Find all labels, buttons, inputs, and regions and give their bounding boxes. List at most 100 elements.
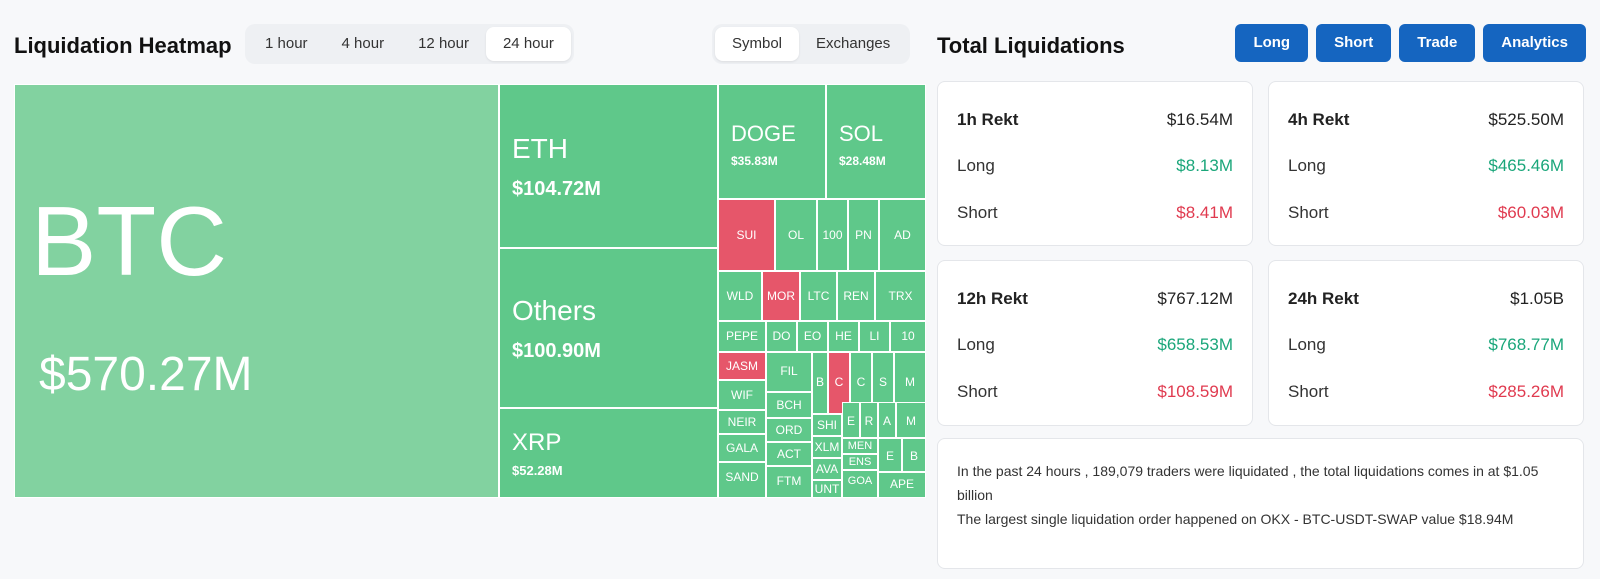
heatmap-title: Liquidation Heatmap bbox=[14, 33, 232, 58]
tile-symbol: ACT bbox=[777, 447, 801, 461]
card-header-row: 24h Rekt $1.05B bbox=[1288, 289, 1564, 309]
tab-symbol[interactable]: Symbol bbox=[715, 27, 800, 61]
tile-ltc[interactable]: LTC bbox=[800, 271, 837, 321]
tile-symbol: BTC bbox=[31, 186, 227, 296]
tile-10[interactable]: 10 bbox=[890, 321, 926, 352]
short-label: Short bbox=[957, 203, 998, 222]
tile-wld[interactable]: WLD bbox=[718, 271, 762, 321]
tile-goa[interactable]: GOA bbox=[842, 470, 878, 498]
card-short-row: Short $285.26M bbox=[1288, 382, 1564, 402]
tile-xlm[interactable]: XLM bbox=[812, 436, 842, 458]
long-label: Long bbox=[957, 335, 995, 354]
tile-sand[interactable]: SAND bbox=[718, 462, 766, 498]
trade-button[interactable]: Trade bbox=[1399, 24, 1476, 62]
analytics-button[interactable]: Analytics bbox=[1483, 24, 1586, 62]
tile-e[interactable]: E bbox=[842, 402, 860, 438]
short-button[interactable]: Short bbox=[1316, 24, 1392, 62]
tile-b[interactable]: B bbox=[812, 352, 828, 414]
tile-symbol: MOR bbox=[767, 289, 795, 303]
tile-a[interactable]: A bbox=[878, 402, 896, 438]
tile-value: $100.90M bbox=[512, 340, 601, 362]
tile-symbol: 10 bbox=[901, 329, 915, 343]
summary-line-2: The largest single liquidation order hap… bbox=[957, 511, 1514, 527]
tile-pn[interactable]: PN bbox=[848, 199, 879, 271]
tile-ord[interactable]: ORD bbox=[766, 418, 812, 442]
tile-act[interactable]: ACT bbox=[766, 442, 812, 466]
tile-he[interactable]: HE bbox=[828, 321, 859, 352]
tab-24-hour[interactable]: 24 hour bbox=[485, 27, 571, 61]
card-short-row: Short $60.03M bbox=[1288, 203, 1564, 223]
tile-eo[interactable]: EO bbox=[797, 321, 828, 352]
tile-symbol: TRX bbox=[888, 289, 913, 303]
long-label: Long bbox=[1288, 156, 1326, 175]
tile-symbol: SUI bbox=[736, 228, 757, 242]
tab-1-hour[interactable]: 1 hour bbox=[265, 35, 308, 52]
tile-ad[interactable]: AD bbox=[879, 199, 926, 271]
tile-neir[interactable]: NEIR bbox=[718, 410, 766, 434]
tab-4-hour[interactable]: 4 hour bbox=[341, 35, 385, 52]
tile-value: $104.72M bbox=[512, 178, 601, 200]
tile-jasm[interactable]: JASM bbox=[718, 352, 766, 380]
tile-symbol: XLM bbox=[814, 440, 840, 454]
total-liquidations-title: Total Liquidations bbox=[937, 33, 1125, 58]
tile-symbol: XRP bbox=[512, 429, 562, 456]
long-label: Long bbox=[1288, 335, 1326, 354]
tile-symbol: E bbox=[846, 414, 855, 428]
tile-ape[interactable]: APE bbox=[878, 472, 926, 498]
tile-ava[interactable]: AVA bbox=[812, 458, 842, 480]
short-label: Short bbox=[957, 382, 998, 401]
tile-c[interactable]: C bbox=[850, 352, 872, 414]
tile-ftm[interactable]: FTM bbox=[766, 466, 812, 498]
tile-btc[interactable]: BTC $570.27M bbox=[14, 84, 499, 498]
tile-li[interactable]: LI bbox=[859, 321, 890, 352]
card-header-row: 1h Rekt $16.54M bbox=[957, 110, 1233, 130]
short-value: $8.41M bbox=[1176, 203, 1233, 222]
long-value: $658.53M bbox=[1157, 335, 1233, 354]
card-1h-rekt: 1h Rekt $16.54M Long $8.13M Short $8.41M bbox=[937, 81, 1253, 246]
tile-r[interactable]: R bbox=[860, 402, 878, 438]
tile-unt[interactable]: UNT bbox=[812, 480, 842, 498]
tile-doge[interactable]: DOGE $35.83M bbox=[718, 84, 826, 199]
tile-men[interactable]: MEN bbox=[842, 438, 878, 454]
tile-trx[interactable]: TRX bbox=[875, 271, 926, 321]
tile-value: $28.48M bbox=[839, 154, 886, 168]
tile-symbol: NEIR bbox=[727, 415, 757, 429]
tile-fil[interactable]: FIL bbox=[766, 352, 812, 392]
tile-sui[interactable]: SUI bbox=[718, 199, 775, 271]
tile-others[interactable]: Others $100.90M bbox=[499, 248, 718, 408]
tile-symbol: AVA bbox=[815, 462, 839, 476]
tile-symbol: DOGE bbox=[731, 121, 796, 146]
tile-bch[interactable]: BCH bbox=[766, 392, 812, 418]
tab-exchanges[interactable]: Exchanges bbox=[816, 35, 891, 52]
tile-100[interactable]: 100 bbox=[817, 199, 848, 271]
tile-sol[interactable]: SOL $28.48M bbox=[826, 84, 926, 199]
tile-b2[interactable]: B bbox=[902, 438, 926, 472]
liquidation-summary: In the past 24 hours , 189,079 traders w… bbox=[937, 438, 1584, 569]
tile-eth[interactable]: ETH $104.72M bbox=[499, 84, 718, 248]
tile-xrp[interactable]: XRP $52.28M bbox=[499, 408, 718, 498]
tile-e2[interactable]: E bbox=[878, 438, 902, 472]
tile-mor[interactable]: MOR bbox=[762, 271, 800, 321]
time-range-selector: 1 hour 4 hour 12 hour 24 hour bbox=[245, 24, 574, 64]
card-total: $16.54M bbox=[1166, 110, 1233, 129]
tile-symbol: DO bbox=[772, 329, 791, 343]
short-label: Short bbox=[1288, 203, 1329, 222]
tile-wif[interactable]: WIF bbox=[718, 380, 766, 410]
tile-c-red[interactable]: C bbox=[828, 352, 850, 414]
tile-gala[interactable]: GALA bbox=[718, 434, 766, 462]
tile-s[interactable]: S bbox=[872, 352, 894, 414]
tile-symbol: ENS bbox=[848, 456, 872, 468]
tile-m2[interactable]: M bbox=[896, 402, 926, 438]
short-label: Short bbox=[1288, 382, 1329, 401]
card-total: $1.05B bbox=[1510, 289, 1564, 308]
long-button[interactable]: Long bbox=[1235, 24, 1309, 62]
tile-ens[interactable]: ENS bbox=[842, 454, 878, 470]
tile-do[interactable]: DO bbox=[766, 321, 797, 352]
tile-pepe[interactable]: PEPE bbox=[718, 321, 766, 352]
tile-symbol: LI bbox=[869, 329, 880, 343]
long-value: $768.77M bbox=[1488, 335, 1564, 354]
tile-shi[interactable]: SHI bbox=[812, 414, 842, 436]
tab-12-hour[interactable]: 12 hour bbox=[418, 35, 469, 52]
tile-ol[interactable]: OL bbox=[775, 199, 817, 271]
tile-ren[interactable]: REN bbox=[837, 271, 875, 321]
